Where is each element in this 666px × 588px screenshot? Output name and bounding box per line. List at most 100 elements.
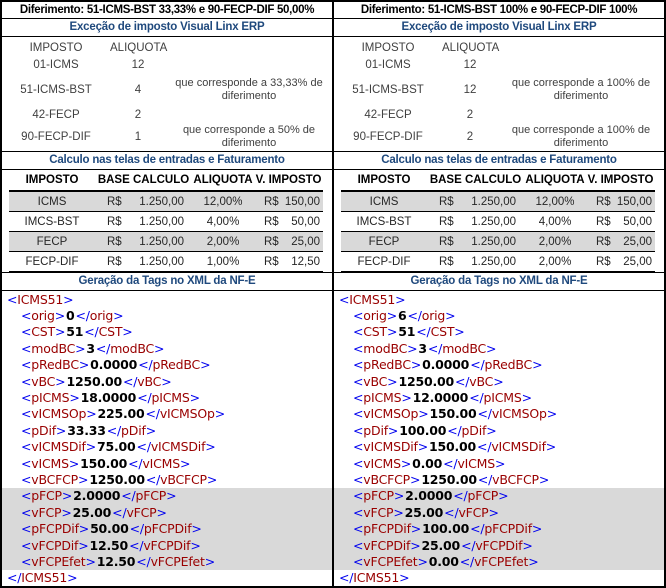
xml-line: < vFCPEfet >12.50 </vFCPEfet >	[2, 553, 332, 570]
exception-note: que corresponde a 33,33% de diferimento	[175, 77, 323, 102]
xml-tag-name: vICMSDif	[363, 439, 418, 455]
xml-bracket: >	[78, 357, 90, 373]
xml-line: < pFCP >2.0000 </pFCP >	[334, 487, 664, 505]
xml-bracket: >	[55, 373, 66, 389]
xml-tag-name: vFCP	[458, 504, 489, 520]
exception-imposto-cell: 90-FECP-DIF	[21, 131, 91, 143]
calc-aliquota-cell: 2,00%	[538, 235, 572, 248]
xml-bracket: </	[123, 373, 138, 389]
xml-bracket: <	[353, 406, 364, 422]
calc-valor-value: 50,00	[623, 215, 652, 228]
xml-value: 50.00	[90, 521, 129, 537]
xml-line: < vICMSOp >150.00 </vICMSOp >	[334, 406, 664, 422]
xml-bracket: >	[189, 390, 200, 406]
xml-bracket: >	[78, 521, 90, 537]
xml-bracket: >	[68, 455, 80, 471]
currency-symbol: R$	[439, 215, 454, 228]
xml-value: 150.00	[429, 406, 477, 422]
xml-bracket: </	[461, 537, 476, 553]
calc-row: IMCS-BST R$ 1.250,00 4,00% R$ 50,00	[341, 212, 655, 232]
exception-header-row: IMPOSTO ALIQUOTA	[334, 40, 664, 56]
xml-line: < vFCPEfet >0.00 </vFCPEfet >	[334, 553, 664, 570]
calc-valor-cell: R$ 25,00	[586, 236, 655, 248]
xml-value: 51	[66, 324, 84, 340]
xml-bracket: </	[137, 390, 152, 406]
xml-line: < vBCFCP >1250.00 </vBCFCP >	[334, 471, 664, 487]
xml-value: 100.00	[399, 422, 447, 438]
calc-col-valor: V. IMPOSTO	[255, 174, 322, 186]
xml-tag-name: vICMSDif	[491, 439, 546, 455]
xml-tag-name: CST	[430, 324, 455, 340]
xml-tag-name: ICMS51	[21, 570, 68, 586]
xml-tag-name: vFCPEfet	[31, 553, 86, 569]
xml-line: < vFCP >25.00 </vFCP >	[334, 504, 664, 521]
xml-bracket: >	[417, 439, 428, 455]
xml-bracket: <	[21, 553, 32, 569]
xml-bracket: >	[387, 422, 399, 438]
xml-bracket: >	[393, 504, 404, 520]
xml-tag-name: pFCP	[135, 488, 167, 504]
xml-bracket: >	[538, 471, 550, 487]
xml-bracket: >	[86, 406, 97, 422]
calc-base-value: 1.250,00	[471, 195, 516, 208]
calc-col-imposto: IMPOSTO	[357, 174, 411, 186]
xml-line: < vICMSDif >75.00 </vICMSDif >	[2, 439, 332, 455]
xml-tag-name: pDif	[461, 422, 487, 438]
xml-tag-name: vFCPDif	[475, 537, 523, 553]
exception-row: 42-FECP 2	[2, 106, 332, 124]
xml-value: 6	[397, 308, 407, 324]
calc-col-aliquota: ALIQUOTA	[525, 174, 585, 186]
xml-line: < vBC >1250.00 </vBC >	[2, 373, 332, 389]
xml-bracket: <	[353, 488, 364, 504]
xml-tag-name: ICMS51	[349, 291, 396, 307]
calc-valor-value: 25,00	[623, 255, 652, 268]
xml-value: 25.00	[72, 504, 112, 520]
xml-bracket: <	[339, 291, 350, 307]
calc-valor-cell: R$ 25,00	[254, 236, 323, 248]
xml-bracket: </	[136, 439, 152, 455]
xml-value: 3	[418, 340, 427, 356]
xml-bracket: <	[21, 357, 32, 373]
xml-bracket: </	[407, 308, 422, 324]
xml-bracket: >	[498, 488, 509, 504]
xml-value: 150.00	[80, 455, 128, 471]
xml-bracket: >	[400, 455, 412, 471]
calc-base-value: 1.250,00	[471, 235, 516, 248]
xml-bracket: <	[353, 340, 364, 356]
xml-value: 1250.00	[398, 373, 454, 389]
xml-bracket: <	[353, 422, 364, 438]
xml-value: 1250.00	[89, 471, 145, 487]
xml-tag-name: orig	[89, 308, 114, 324]
xml-bracket: <	[353, 537, 364, 553]
exception-row: 42-FECP 2	[334, 106, 664, 124]
xml-bracket: >	[61, 504, 72, 520]
xml-bracket: </	[477, 406, 493, 422]
xml-bracket: <	[353, 439, 364, 455]
xml-tag-name: orig	[421, 308, 446, 324]
xml-root-open-line: < ICMS51 >	[2, 291, 332, 307]
xml-bracket: >	[78, 471, 89, 487]
currency-symbol: R$	[264, 215, 279, 228]
xml-bracket: <	[21, 324, 32, 340]
calc-header-row: IMPOSTO BASE CALCULO ALIQUOTA V. IMPOSTO	[9, 170, 323, 192]
exception-imposto-cell: 42-FECP	[364, 109, 412, 121]
xml-bracket: </	[75, 308, 90, 324]
exception-header-row: IMPOSTO ALIQUOTA	[2, 40, 332, 56]
section-header-calc: Calculo nas telas de entradas e Faturame…	[334, 151, 664, 170]
calc-imposto-cell: ICMS	[369, 195, 399, 208]
exception-aliquota-cell: 12	[131, 59, 145, 71]
xml-bracket: <	[21, 439, 32, 455]
exception-note: que corresponde a 50% de diferimento	[182, 124, 316, 149]
xml-line: < vICMS >0.00 </vICMS >	[334, 455, 664, 471]
exception-aliquota-cell: 2	[134, 109, 142, 121]
exception-imposto-cell: 51-ICMS-BST	[20, 84, 92, 96]
calc-row: FECP R$ 1.250,00 2,00% R$ 25,00	[9, 232, 323, 252]
xml-bracket: <	[353, 308, 364, 324]
xml-tag-name: ICMS51	[353, 570, 400, 586]
xml-line: < modBC >3 </modBC >	[2, 340, 332, 356]
xml-bracket: >	[410, 471, 421, 487]
exception-note: que corresponde a 100% de diferimento	[511, 124, 651, 149]
calc-imposto-cell: FECP-DIF	[25, 255, 79, 268]
calc-table: IMPOSTO BASE CALCULO ALIQUOTA V. IMPOSTO…	[2, 170, 332, 272]
xml-tag-name: orig	[31, 308, 55, 324]
